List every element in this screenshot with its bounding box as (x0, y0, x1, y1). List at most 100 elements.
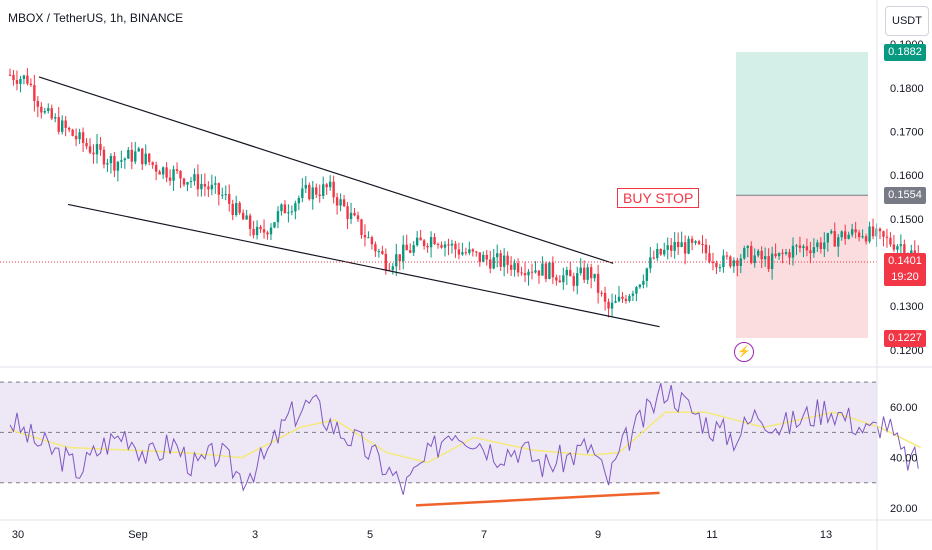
candle-body (54, 117, 57, 119)
candle-body (457, 249, 461, 255)
candle-body (426, 245, 429, 248)
candle-body (600, 292, 603, 294)
currency-button[interactable]: USDT (885, 6, 929, 36)
candle-body (847, 234, 850, 239)
buy-stop-label[interactable]: BUY STOP (617, 188, 700, 208)
candle-body (137, 148, 140, 152)
time-tick-label: Sep (128, 529, 148, 541)
candle-body (179, 170, 182, 179)
candle-body (294, 203, 297, 212)
rsi-line (9, 383, 919, 495)
candle-body (882, 231, 885, 237)
candle-body (502, 255, 506, 267)
candle-body (189, 181, 193, 183)
candle-body (374, 244, 377, 252)
time-tick-label: 3 (252, 529, 258, 541)
candle-body (36, 100, 40, 107)
candle-body (311, 187, 314, 200)
candle-body (74, 135, 78, 140)
candle-body (106, 163, 109, 165)
candle-body (172, 169, 175, 181)
price-tick-label: 0.1300 (890, 301, 924, 313)
candle-body (328, 181, 332, 188)
candle-body (572, 276, 575, 286)
entry-price-tag: 0.1554 (884, 186, 926, 204)
candle-body (405, 244, 408, 251)
candle-body (854, 229, 857, 233)
candle-body (325, 184, 328, 188)
candle-body (248, 215, 252, 229)
candle-body (78, 132, 81, 140)
candle-body (499, 253, 502, 267)
candle-body (349, 212, 353, 219)
candle-body (19, 78, 22, 84)
candle-body (22, 75, 26, 79)
candle-body (798, 245, 802, 248)
candle-body (576, 273, 579, 286)
candle-body (791, 245, 795, 258)
candle-body (203, 183, 207, 187)
candle-body (903, 244, 906, 255)
price-tick-label: 0.1700 (890, 127, 924, 139)
price-tick-label: 0.1200 (890, 345, 924, 357)
candle-body (889, 237, 892, 245)
candle-body (718, 267, 722, 269)
candle-body (346, 206, 349, 219)
candle-body (367, 237, 370, 239)
candle-body (844, 231, 847, 239)
candle-body (687, 238, 690, 254)
candle-body (231, 203, 234, 216)
candle-body (478, 252, 481, 262)
candle-body (690, 238, 694, 243)
candle-body (770, 253, 774, 270)
candle-body (182, 178, 186, 185)
candle-body (154, 164, 158, 172)
candle-body (92, 152, 95, 155)
candle-body (781, 252, 784, 254)
candle-body (541, 263, 544, 276)
candle-body (694, 241, 697, 243)
candle-body (624, 298, 628, 301)
candle-body (235, 202, 238, 216)
candle-body (158, 171, 161, 175)
candle-body (332, 181, 335, 198)
candle-body (228, 194, 231, 204)
time-tick-label: 13 (820, 529, 832, 541)
lightning-icon[interactable]: ⚡ (734, 342, 754, 362)
candle-body (708, 253, 711, 262)
candle-body (276, 211, 280, 223)
candle-body (530, 271, 534, 273)
candle-body (113, 155, 116, 171)
channel-lower[interactable] (67, 203, 660, 328)
candle-body (635, 287, 638, 294)
candle-body (175, 169, 179, 171)
candle-body (509, 264, 513, 270)
candle-body (485, 254, 488, 260)
candle-body (99, 144, 102, 150)
candle-body (433, 237, 436, 245)
candle-body (144, 153, 147, 165)
candle-body (670, 245, 673, 251)
candle-body (109, 155, 113, 164)
candle-body (558, 280, 562, 283)
rsi-tick-label: 60.00 (890, 402, 918, 414)
time-tick-label: 7 (481, 529, 487, 541)
candle-body (450, 243, 454, 246)
candle-body (207, 186, 210, 190)
candle-body (638, 284, 642, 288)
target-zone (736, 52, 868, 196)
candle-body (315, 187, 318, 195)
candle-body (729, 256, 732, 267)
candle-body (753, 255, 756, 264)
time-axis[interactable]: 30 Sep 3 5 7 9 11 13 (12, 529, 832, 541)
candle-body (360, 219, 363, 235)
candle-body (746, 245, 749, 249)
candle-body (555, 277, 558, 281)
candle-body (722, 255, 725, 268)
candle-body (304, 184, 307, 189)
candle-body (784, 252, 788, 254)
channel-upper[interactable] (38, 76, 614, 264)
candle-body (569, 269, 572, 277)
rsi-axis[interactable]: 60.00 40.00 20.00 (890, 402, 918, 515)
